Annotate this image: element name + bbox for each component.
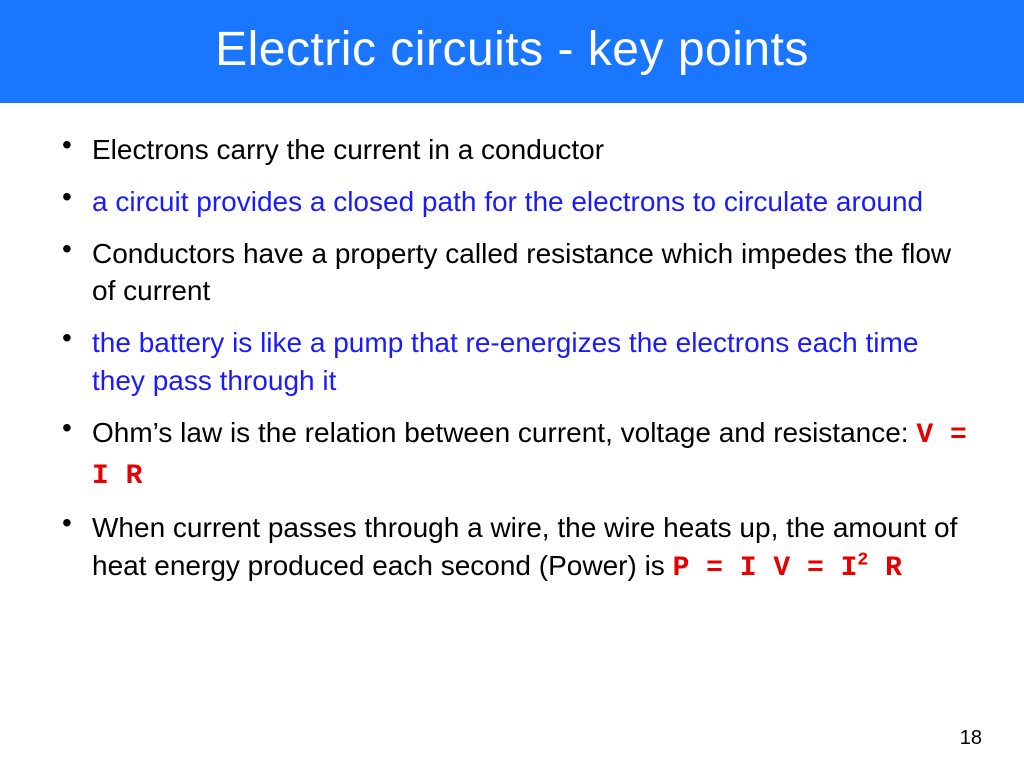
formula-power-sup: 2: [857, 551, 868, 571]
title-bar: Electric circuits - key points: [0, 0, 1024, 103]
slide-title: Electric circuits - key points: [215, 23, 809, 76]
list-item: Conductors have a property called resist…: [50, 235, 974, 311]
slide: Electric circuits - key points Electrons…: [0, 0, 1024, 768]
bullet-text: Conductors have a property called resist…: [92, 238, 951, 307]
formula-power: P = I V = I2 R: [673, 553, 902, 584]
bullet-text: the battery is like a pump that re-energ…: [92, 327, 918, 396]
bullet-list: Electrons carry the current in a conduct…: [50, 131, 974, 588]
bullet-text: Ohm’s law is the relation between curren…: [92, 417, 916, 448]
slide-body: Electrons carry the current in a conduct…: [0, 103, 1024, 588]
list-item: Ohm’s law is the relation between curren…: [50, 414, 974, 496]
page-number: 18: [960, 727, 982, 750]
list-item: the battery is like a pump that re-energ…: [50, 324, 974, 400]
formula-power-tail: R: [868, 553, 902, 584]
bullet-text: Electrons carry the current in a conduct…: [92, 134, 604, 165]
list-item: Electrons carry the current in a conduct…: [50, 131, 974, 169]
bullet-text: a circuit provides a closed path for the…: [92, 186, 923, 217]
list-item: a circuit provides a closed path for the…: [50, 183, 974, 221]
formula-power-head: P = I V = I: [673, 553, 858, 584]
list-item: When current passes through a wire, the …: [50, 509, 974, 588]
